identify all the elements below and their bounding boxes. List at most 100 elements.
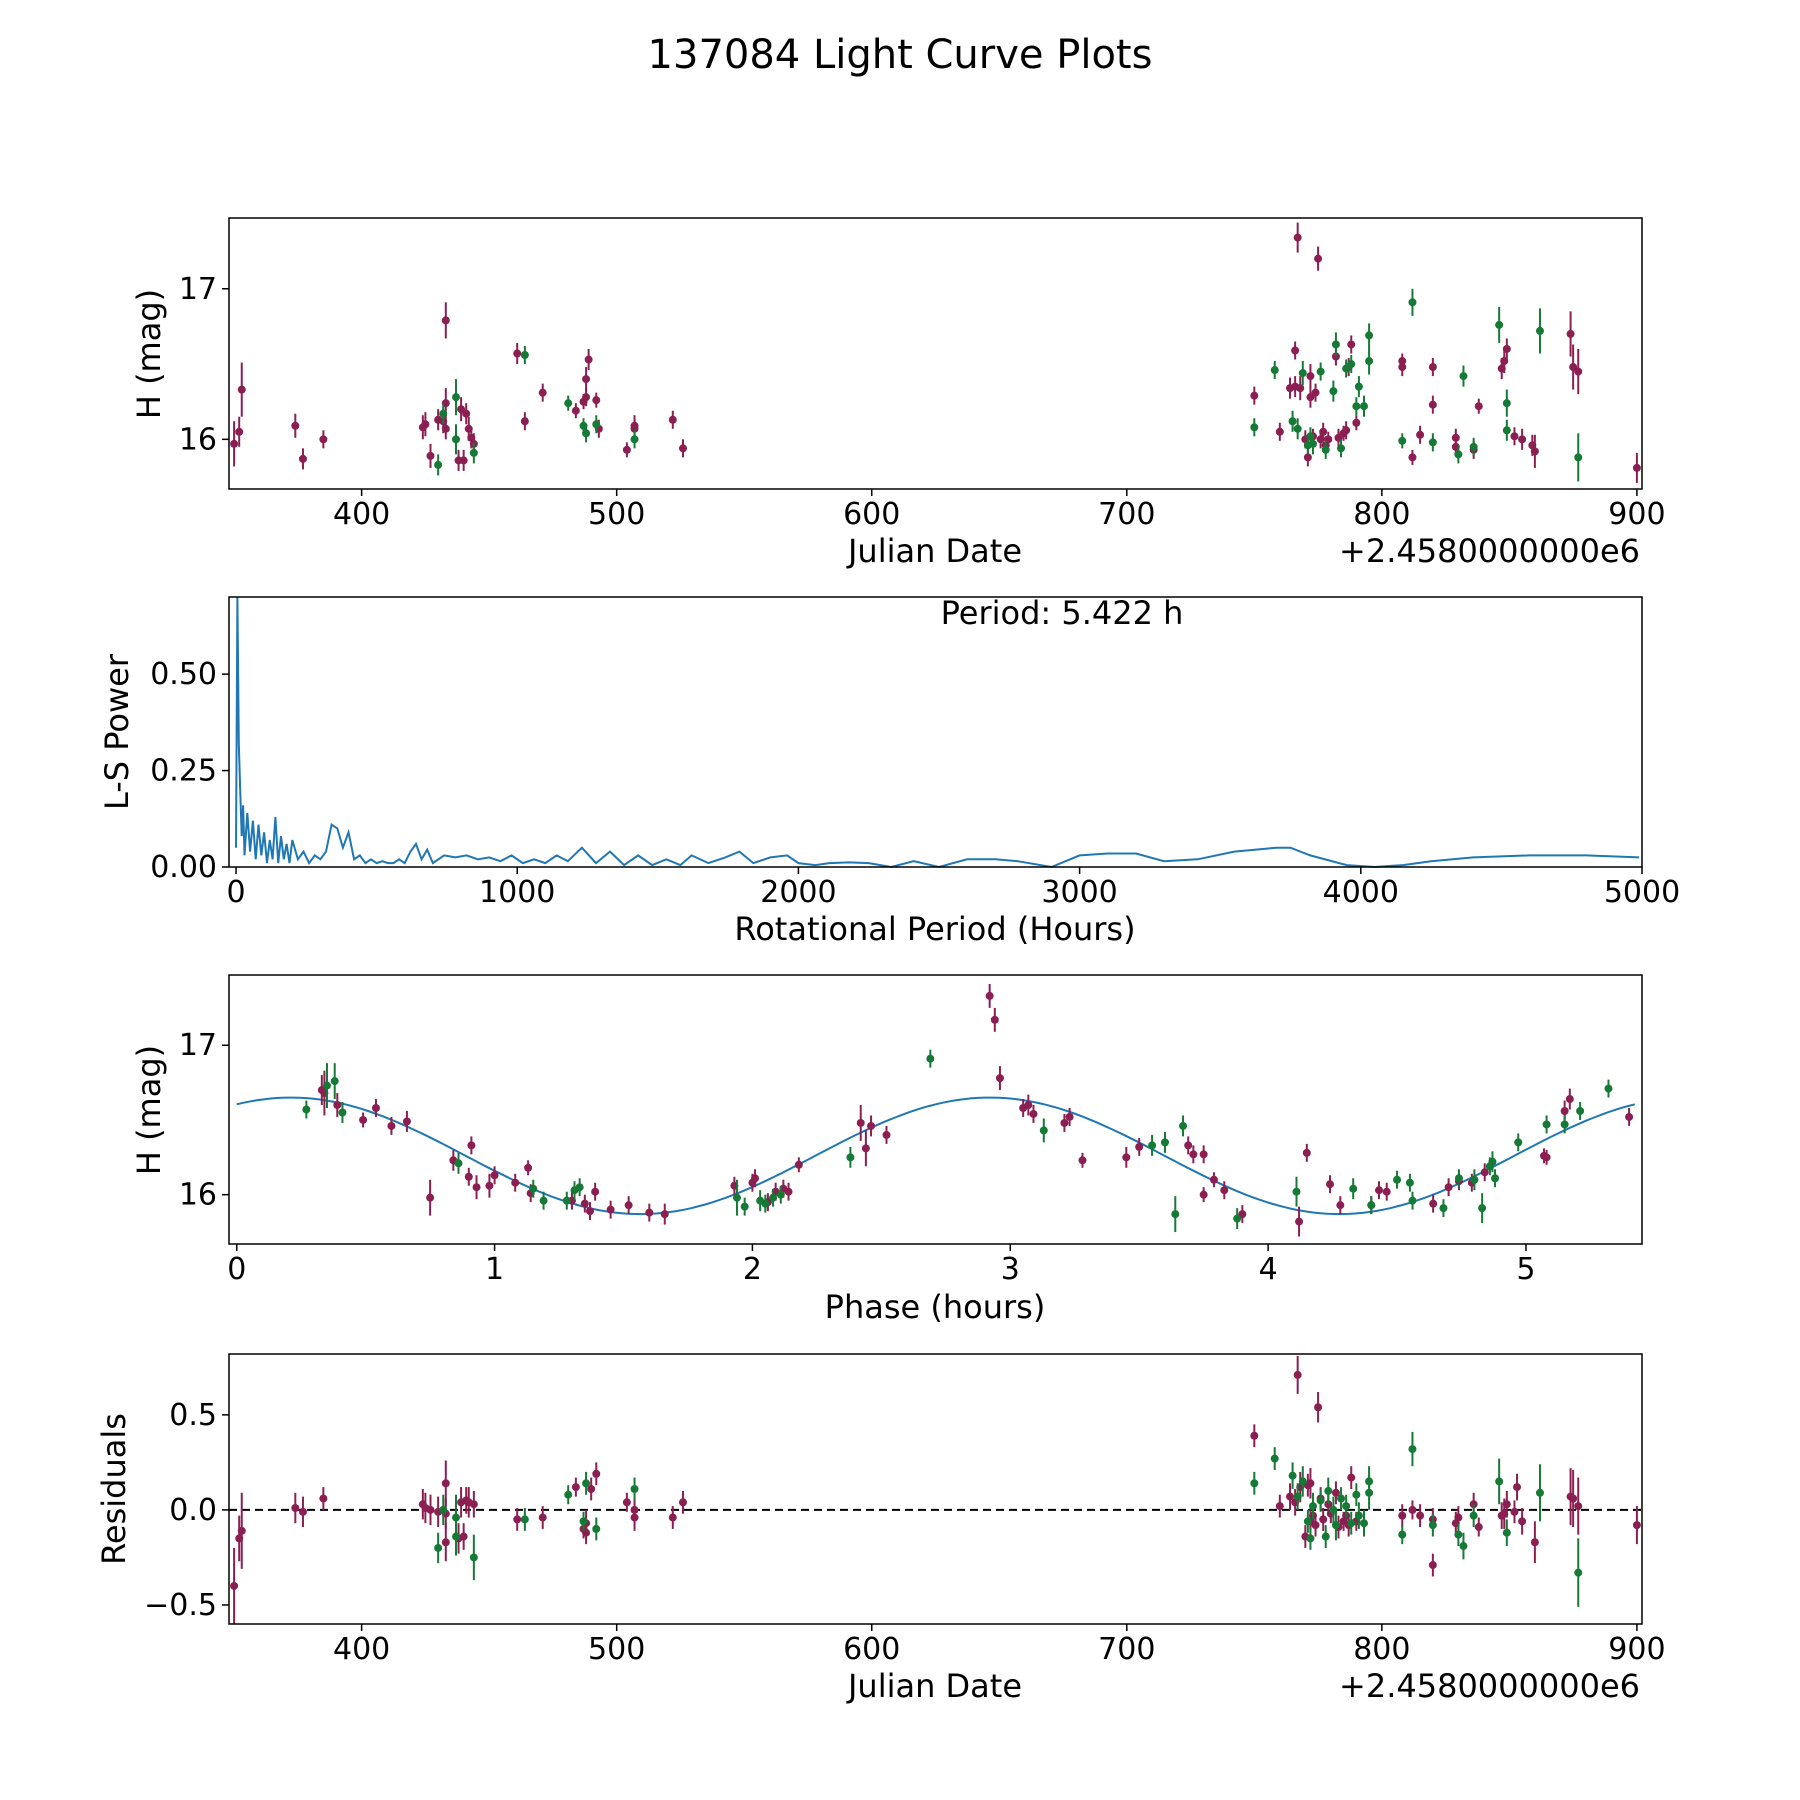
- residuals-green-point: [1354, 1511, 1363, 1520]
- light-curve-maroon-point: [1428, 363, 1437, 372]
- phased-curve-maroon-point: [1560, 1106, 1569, 1115]
- light-curve-green-point: [451, 435, 460, 444]
- phased-curve-maroon-point: [990, 1015, 999, 1024]
- phased-curve-maroon-point: [1024, 1101, 1033, 1110]
- phased-curve-maroon-point: [1542, 1153, 1551, 1162]
- phased-curve-maroon-point: [467, 1141, 476, 1150]
- residuals-green-point: [1459, 1542, 1468, 1551]
- phased-curve-maroon-point: [882, 1130, 891, 1139]
- phased-curve-green-point: [1576, 1106, 1585, 1115]
- phased-curve-green-point: [562, 1196, 571, 1205]
- light-curve-green-point: [1574, 453, 1583, 462]
- periodogram-frame: [228, 596, 1643, 868]
- residuals-green-point: [1352, 1490, 1361, 1499]
- phased-curve-green-point: [1405, 1178, 1414, 1187]
- residuals-green-point: [1359, 1519, 1368, 1528]
- residuals-maroon-point: [571, 1483, 580, 1492]
- phased-curve-maroon-point: [1444, 1183, 1453, 1192]
- residuals-ytick-label: −0.5: [144, 1588, 217, 1623]
- residuals-green-point: [434, 1543, 443, 1552]
- light-curve-green-point: [1459, 372, 1468, 381]
- light-curve-maroon-point: [441, 316, 450, 325]
- residuals-green-point: [1454, 1530, 1463, 1539]
- residuals-xtick-label: 400: [333, 1632, 390, 1667]
- residuals-maroon-point: [441, 1479, 450, 1488]
- residuals-maroon-point: [622, 1498, 631, 1507]
- light-curve-xtick-label: 500: [588, 497, 645, 532]
- phased-curve-maroon-point: [1065, 1112, 1074, 1121]
- phased-curve-green-point: [1160, 1138, 1169, 1147]
- phased-curve-maroon-point: [359, 1115, 368, 1124]
- phased-curve-green-point: [1604, 1084, 1613, 1093]
- light-curve-xtick-label: 700: [1098, 497, 1155, 532]
- phased-curve-maroon-point: [1122, 1153, 1131, 1162]
- phased-curve-green-point: [1542, 1120, 1551, 1129]
- light-curve-green-point: [1293, 424, 1302, 433]
- residuals-green-point: [582, 1479, 591, 1488]
- phased-curve-maroon-point: [511, 1178, 520, 1187]
- residuals-maroon-point: [426, 1505, 435, 1514]
- residuals-maroon-point: [1510, 1507, 1519, 1516]
- residuals-ytick-label: 0.0: [169, 1493, 217, 1528]
- light-curve-maroon-point: [513, 349, 522, 358]
- light-curve-green-point: [1316, 367, 1325, 376]
- phased-curve-xtick-label: 2: [743, 1252, 762, 1287]
- light-curve-green-point: [1408, 298, 1417, 307]
- phased-curve-maroon-point: [985, 991, 994, 1000]
- light-curve-maroon-point: [1319, 427, 1328, 436]
- light-curve-ticks: 400 500 600 700 800 900 16 17: [179, 272, 1666, 532]
- light-curve-maroon-point: [1311, 388, 1320, 397]
- phased-curve-maroon-point: [784, 1187, 793, 1196]
- residuals-green-point: [1270, 1454, 1279, 1463]
- light-curve-green-point: [1347, 360, 1356, 369]
- residuals-xlabel: Julian Date: [846, 1667, 1022, 1705]
- phased-curve-ytick-label: 17: [179, 1028, 217, 1063]
- periodogram-series-line: [235, 596, 1640, 869]
- phased-curve-maroon-point: [861, 1144, 870, 1153]
- phased-curve-green-point: [302, 1105, 311, 1114]
- light-curve-maroon-point: [1314, 254, 1323, 263]
- phased-curve-maroon-point: [387, 1121, 396, 1130]
- phased-curve-green-point: [776, 1190, 785, 1199]
- light-curve-maroon-point: [298, 454, 307, 463]
- phased-curve-maroon-point: [371, 1104, 380, 1113]
- light-curve-ytick-label: 16: [179, 422, 217, 457]
- residuals-maroon-point: [319, 1494, 328, 1503]
- light-curve-green-point: [1308, 439, 1317, 448]
- residuals-green-point: [1293, 1492, 1302, 1501]
- phased-curve-maroon-point: [1480, 1168, 1489, 1177]
- phased-curve-green-point: [926, 1054, 935, 1063]
- light-curve-xtick-label: 900: [1608, 497, 1665, 532]
- light-curve-maroon-point: [1352, 418, 1361, 427]
- periodogram-xtick-label: 1000: [479, 875, 555, 910]
- light-curve-green-point: [1454, 450, 1463, 459]
- light-curve-green-point: [1428, 438, 1437, 447]
- residuals-maroon-point: [230, 1581, 239, 1590]
- light-curve-xtick-label: 600: [843, 497, 900, 532]
- phased-curve-maroon-point: [1382, 1187, 1391, 1196]
- phased-curve-green-point: [1393, 1175, 1402, 1184]
- phased-curve-green-point: [1514, 1138, 1523, 1147]
- phased-curve-maroon-point: [402, 1117, 411, 1126]
- light-curve-maroon-point: [319, 435, 328, 444]
- light-curve-maroon-point: [1510, 432, 1519, 441]
- light-curve-maroon-point: [426, 451, 435, 460]
- light-curve-maroon-point: [1451, 433, 1460, 442]
- light-curve-green-point: [1359, 402, 1368, 411]
- phased-curve-maroon-point: [485, 1181, 494, 1190]
- phased-curve-green-point: [1233, 1214, 1242, 1223]
- phased-curve-maroon-point: [1429, 1199, 1438, 1208]
- residuals-maroon-point: [1293, 1370, 1302, 1379]
- phased-curve-green-point: [1488, 1157, 1497, 1166]
- light-curve-marks: [230, 222, 1641, 483]
- phased-curve-green-point: [846, 1153, 855, 1162]
- light-curve-green-point: [1365, 331, 1374, 340]
- residuals-maroon-point: [1306, 1479, 1315, 1488]
- phased-curve-maroon-point: [867, 1121, 876, 1130]
- figure-title: 137084 Light Curve Plots: [648, 32, 1153, 78]
- residuals-marks: [229, 1355, 1642, 1624]
- light-curve-maroon-point: [291, 421, 300, 430]
- phased-curve-maroon-point: [1374, 1186, 1383, 1195]
- light-curve-green-point: [1502, 426, 1511, 435]
